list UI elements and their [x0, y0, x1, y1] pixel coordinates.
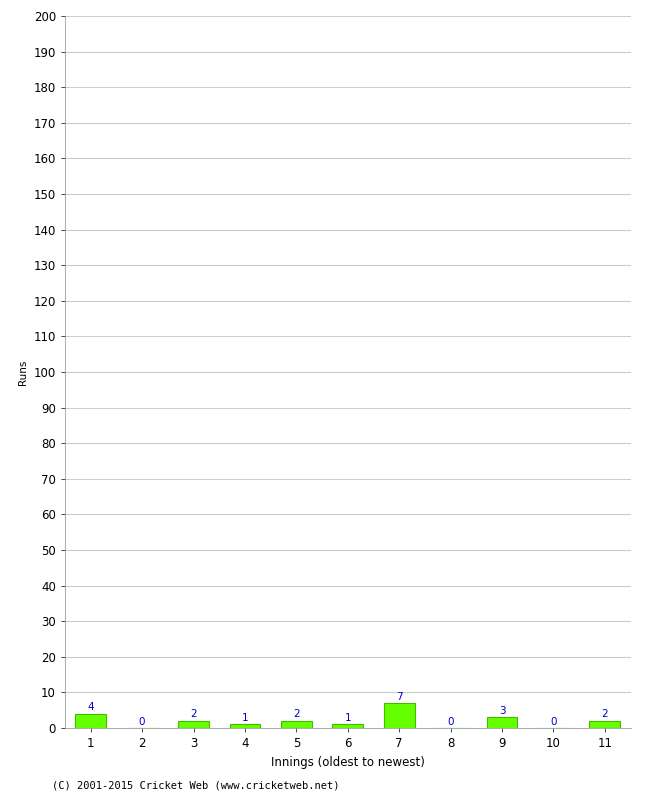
Bar [384, 703, 415, 728]
Text: 2: 2 [190, 710, 197, 719]
Bar [332, 725, 363, 728]
Text: 7: 7 [396, 692, 402, 702]
Text: 0: 0 [139, 717, 146, 726]
Bar [75, 714, 106, 728]
Text: 4: 4 [87, 702, 94, 712]
Bar [178, 721, 209, 728]
Text: 1: 1 [344, 713, 351, 723]
Y-axis label: Runs: Runs [18, 359, 28, 385]
Text: 3: 3 [499, 706, 505, 716]
X-axis label: Innings (oldest to newest): Innings (oldest to newest) [271, 755, 424, 769]
Text: 0: 0 [447, 717, 454, 726]
Bar [487, 718, 517, 728]
Bar [229, 725, 261, 728]
Text: 2: 2 [293, 710, 300, 719]
Text: (C) 2001-2015 Cricket Web (www.cricketweb.net): (C) 2001-2015 Cricket Web (www.cricketwe… [52, 781, 339, 790]
Bar [590, 721, 620, 728]
Bar [281, 721, 312, 728]
Text: 0: 0 [550, 717, 556, 726]
Text: 1: 1 [242, 713, 248, 723]
Text: 2: 2 [601, 710, 608, 719]
